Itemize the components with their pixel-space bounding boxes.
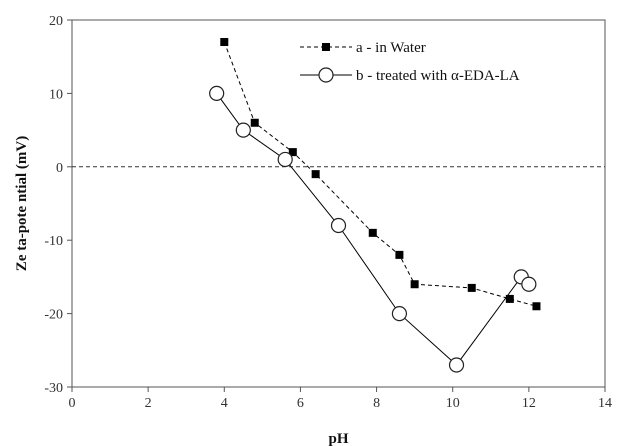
data-point xyxy=(209,85,225,102)
series-b xyxy=(209,85,537,373)
data-point xyxy=(391,306,408,322)
data-point xyxy=(277,151,293,168)
y-axis-title: Ze ta-pote ntial (mV) xyxy=(14,136,30,271)
legend: a - in Water b - treated with α-EDA-LA xyxy=(300,40,520,84)
data-point xyxy=(311,170,320,179)
y-tick-label: 20 xyxy=(49,14,63,29)
legend-marker xyxy=(318,67,334,83)
data-point xyxy=(532,302,541,311)
x-tick-label: 10 xyxy=(446,396,460,411)
y-tick-label: -30 xyxy=(44,381,63,396)
plot-frame xyxy=(71,19,606,388)
legend-label: a - in Water xyxy=(356,40,426,56)
x-tick-label: 14 xyxy=(598,396,612,411)
x-tick-label: 8 xyxy=(373,396,380,411)
x-tick-label: 12 xyxy=(522,396,536,411)
y-tick-label: -10 xyxy=(44,234,63,249)
data-point xyxy=(368,228,377,237)
data-point xyxy=(288,148,297,157)
data-point xyxy=(220,38,229,47)
legend-entry-b: b - treated with α-EDA-LA xyxy=(300,67,520,84)
series-line xyxy=(216,93,530,366)
series-group xyxy=(209,38,541,373)
data-point xyxy=(330,217,347,234)
y-tick-label: 10 xyxy=(49,87,63,102)
y-tick-label: -20 xyxy=(44,308,63,323)
legend-marker xyxy=(322,43,330,51)
x-tick-label: 0 xyxy=(69,396,76,411)
x-tick-label: 6 xyxy=(297,396,304,411)
data-point xyxy=(250,118,259,127)
plot-area xyxy=(71,19,606,388)
data-point xyxy=(448,357,465,373)
data-point xyxy=(521,276,537,292)
data-point xyxy=(410,280,419,289)
series-a xyxy=(220,38,541,311)
y-tick-label: 0 xyxy=(56,161,63,176)
legend-label: b - treated with α-EDA-LA xyxy=(356,68,520,84)
x-tick-label: 4 xyxy=(221,396,228,411)
x-axis-title: pH xyxy=(328,431,348,446)
data-point xyxy=(467,283,476,292)
data-point xyxy=(505,294,514,303)
axes: 0 2 4 6 8 10 12 14 20 10 0 -10 -20 -30 xyxy=(44,14,612,411)
legend-entry-a: a - in Water xyxy=(300,40,426,56)
series-line xyxy=(223,41,537,307)
data-point xyxy=(395,250,404,259)
data-point xyxy=(235,122,251,138)
x-tick-label: 2 xyxy=(145,396,152,411)
